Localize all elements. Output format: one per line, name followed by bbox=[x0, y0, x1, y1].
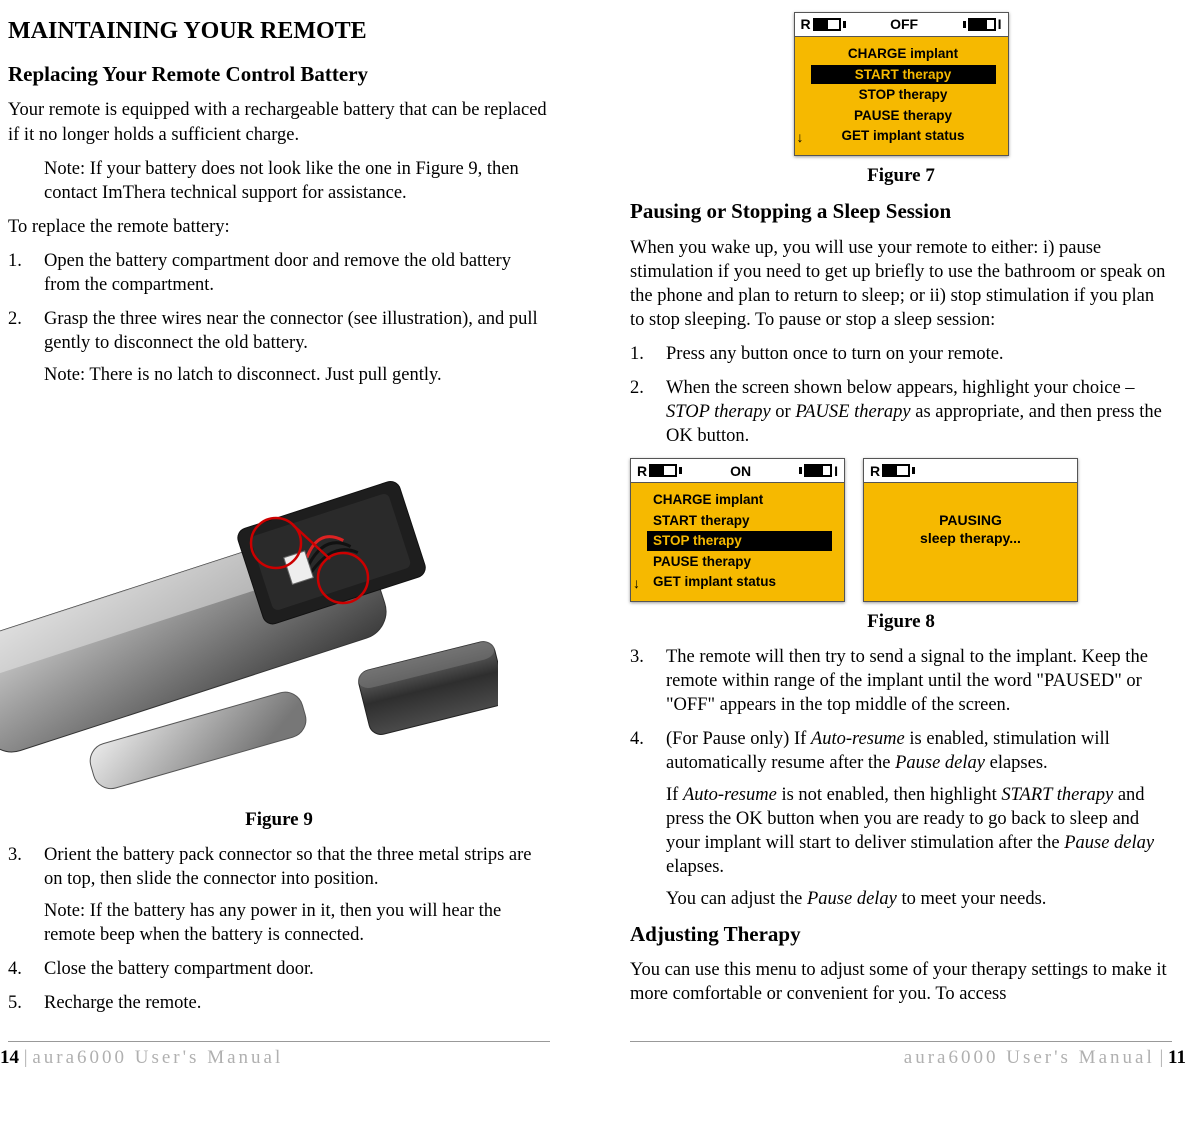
screen-status-message: PAUSING sleep therapy... bbox=[864, 483, 1077, 575]
menu-item: PAUSE therapy bbox=[647, 552, 832, 572]
step-text: Press any button once to turn on your re… bbox=[666, 342, 1172, 366]
steps-list: 1. Open the battery compartment door and… bbox=[8, 249, 550, 387]
menu-item: CHARGE implant bbox=[811, 44, 996, 64]
step-text: Open the battery compartment door and re… bbox=[44, 249, 550, 297]
menu-item-highlighted: STOP therapy bbox=[647, 531, 832, 551]
note-text: Note: If your battery does not look like… bbox=[44, 157, 550, 205]
list-item: 2. Grasp the three wires near the connec… bbox=[8, 307, 550, 387]
status-text: ON bbox=[730, 462, 751, 480]
step-text: Close the battery compartment door. bbox=[44, 957, 550, 981]
figure-caption: Figure 7 bbox=[630, 164, 1172, 189]
right-page: R OFF I CHARGE implant START therapy STO… bbox=[630, 12, 1180, 1025]
step-text: The remote will then try to send a signa… bbox=[666, 645, 1172, 717]
step-number: 1. bbox=[8, 249, 44, 297]
footer-rule bbox=[630, 1041, 1172, 1042]
list-item: 2. When the screen shown below appears, … bbox=[630, 376, 1172, 448]
footer-rule bbox=[8, 1041, 550, 1042]
figure-caption: Figure 9 bbox=[8, 808, 550, 833]
menu-item: PAUSE therapy bbox=[811, 106, 996, 126]
step-number: 2. bbox=[630, 376, 666, 448]
screen-header: R ON I bbox=[631, 459, 844, 483]
note-text: Note: If the battery has any power in it… bbox=[44, 899, 550, 947]
step-text: When the screen shown below appears, hig… bbox=[666, 376, 1172, 448]
steps-list-continued: 3. Orient the battery pack connector so … bbox=[8, 843, 550, 1015]
remote-battery-icon: R bbox=[801, 15, 846, 33]
step-text: Recharge the remote. bbox=[44, 991, 550, 1015]
step-number: 4. bbox=[630, 727, 666, 911]
subsection-heading: Pausing or Stopping a Sleep Session bbox=[630, 198, 1172, 225]
remote-screen-fig8-right: R PAUSING sleep therapy... bbox=[863, 458, 1078, 602]
page-footer-left: 14 | aura6000 User's Manual bbox=[0, 1046, 283, 1071]
screen-header: R bbox=[864, 459, 1077, 483]
menu-item: STOP therapy bbox=[811, 85, 996, 105]
step-text: You can adjust the Pause delay to meet y… bbox=[666, 887, 1172, 911]
menu-item-highlighted: START therapy bbox=[811, 65, 996, 85]
steps-list: 1. Press any button once to turn on your… bbox=[630, 342, 1172, 448]
remote-battery-icon: R bbox=[637, 462, 682, 480]
implant-battery-icon: I bbox=[963, 15, 1002, 33]
remote-screen-fig7: R OFF I CHARGE implant START therapy STO… bbox=[794, 12, 1009, 156]
lead-text: To replace the remote battery: bbox=[8, 215, 550, 239]
list-item: 1. Press any button once to turn on your… bbox=[630, 342, 1172, 366]
step-number: 1. bbox=[630, 342, 666, 366]
step-number: 5. bbox=[8, 991, 44, 1015]
figure-9-image bbox=[0, 403, 498, 793]
list-item: 3. The remote will then try to send a si… bbox=[630, 645, 1172, 717]
subsection-heading: Adjusting Therapy bbox=[630, 921, 1172, 948]
screen-header: R OFF I bbox=[795, 13, 1008, 37]
steps-list-continued: 3. The remote will then try to send a si… bbox=[630, 645, 1172, 911]
step-number: 3. bbox=[630, 645, 666, 717]
body-paragraph: When you wake up, you will use your remo… bbox=[630, 236, 1172, 332]
list-item: 3. Orient the battery pack connector so … bbox=[8, 843, 550, 947]
figure-caption: Figure 8 bbox=[630, 610, 1172, 635]
down-arrow-icon: ↓ bbox=[797, 128, 804, 146]
subsection-heading: Replacing Your Remote Control Battery bbox=[8, 61, 550, 88]
remote-screen-fig8-left: R ON I CHARGE implant START therapy STOP… bbox=[630, 458, 845, 602]
note-text: Note: There is no latch to disconnect. J… bbox=[44, 363, 550, 387]
list-item: 1. Open the battery compartment door and… bbox=[8, 249, 550, 297]
step-number: 4. bbox=[8, 957, 44, 981]
step-text: Grasp the three wires near the connector… bbox=[44, 307, 550, 355]
step-text: Orient the battery pack connector so tha… bbox=[44, 843, 550, 891]
menu-item: START therapy bbox=[647, 511, 832, 531]
section-heading: MAINTAINING YOUR REMOTE bbox=[8, 16, 550, 47]
implant-battery-icon: I bbox=[799, 462, 838, 480]
status-text: OFF bbox=[890, 15, 918, 33]
step-text: (For Pause only) If Auto-resume is enabl… bbox=[666, 727, 1172, 775]
list-item: 4. Close the battery compartment door. bbox=[8, 957, 550, 981]
body-paragraph: You can use this menu to adjust some of … bbox=[630, 958, 1172, 1006]
menu-item: ↓GET implant status bbox=[647, 572, 832, 592]
step-number: 2. bbox=[8, 307, 44, 387]
left-page: MAINTAINING YOUR REMOTE Replacing Your R… bbox=[0, 12, 550, 1025]
page-footer-right: aura6000 User's Manual | 11 bbox=[904, 1046, 1186, 1071]
screen-menu: CHARGE implant START therapy STOP therap… bbox=[795, 37, 1008, 155]
menu-item: CHARGE implant bbox=[647, 490, 832, 510]
step-text: If Auto-resume is not enabled, then high… bbox=[666, 783, 1172, 879]
remote-battery-icon: R bbox=[870, 462, 915, 480]
screen-menu: CHARGE implant START therapy STOP therap… bbox=[631, 483, 844, 601]
list-item: 4. (For Pause only) If Auto-resume is en… bbox=[630, 727, 1172, 911]
down-arrow-icon: ↓ bbox=[633, 574, 640, 592]
menu-item: ↓GET implant status bbox=[811, 126, 996, 146]
step-number: 3. bbox=[8, 843, 44, 947]
intro-paragraph: Your remote is equipped with a rechargea… bbox=[8, 98, 550, 146]
list-item: 5. Recharge the remote. bbox=[8, 991, 550, 1015]
